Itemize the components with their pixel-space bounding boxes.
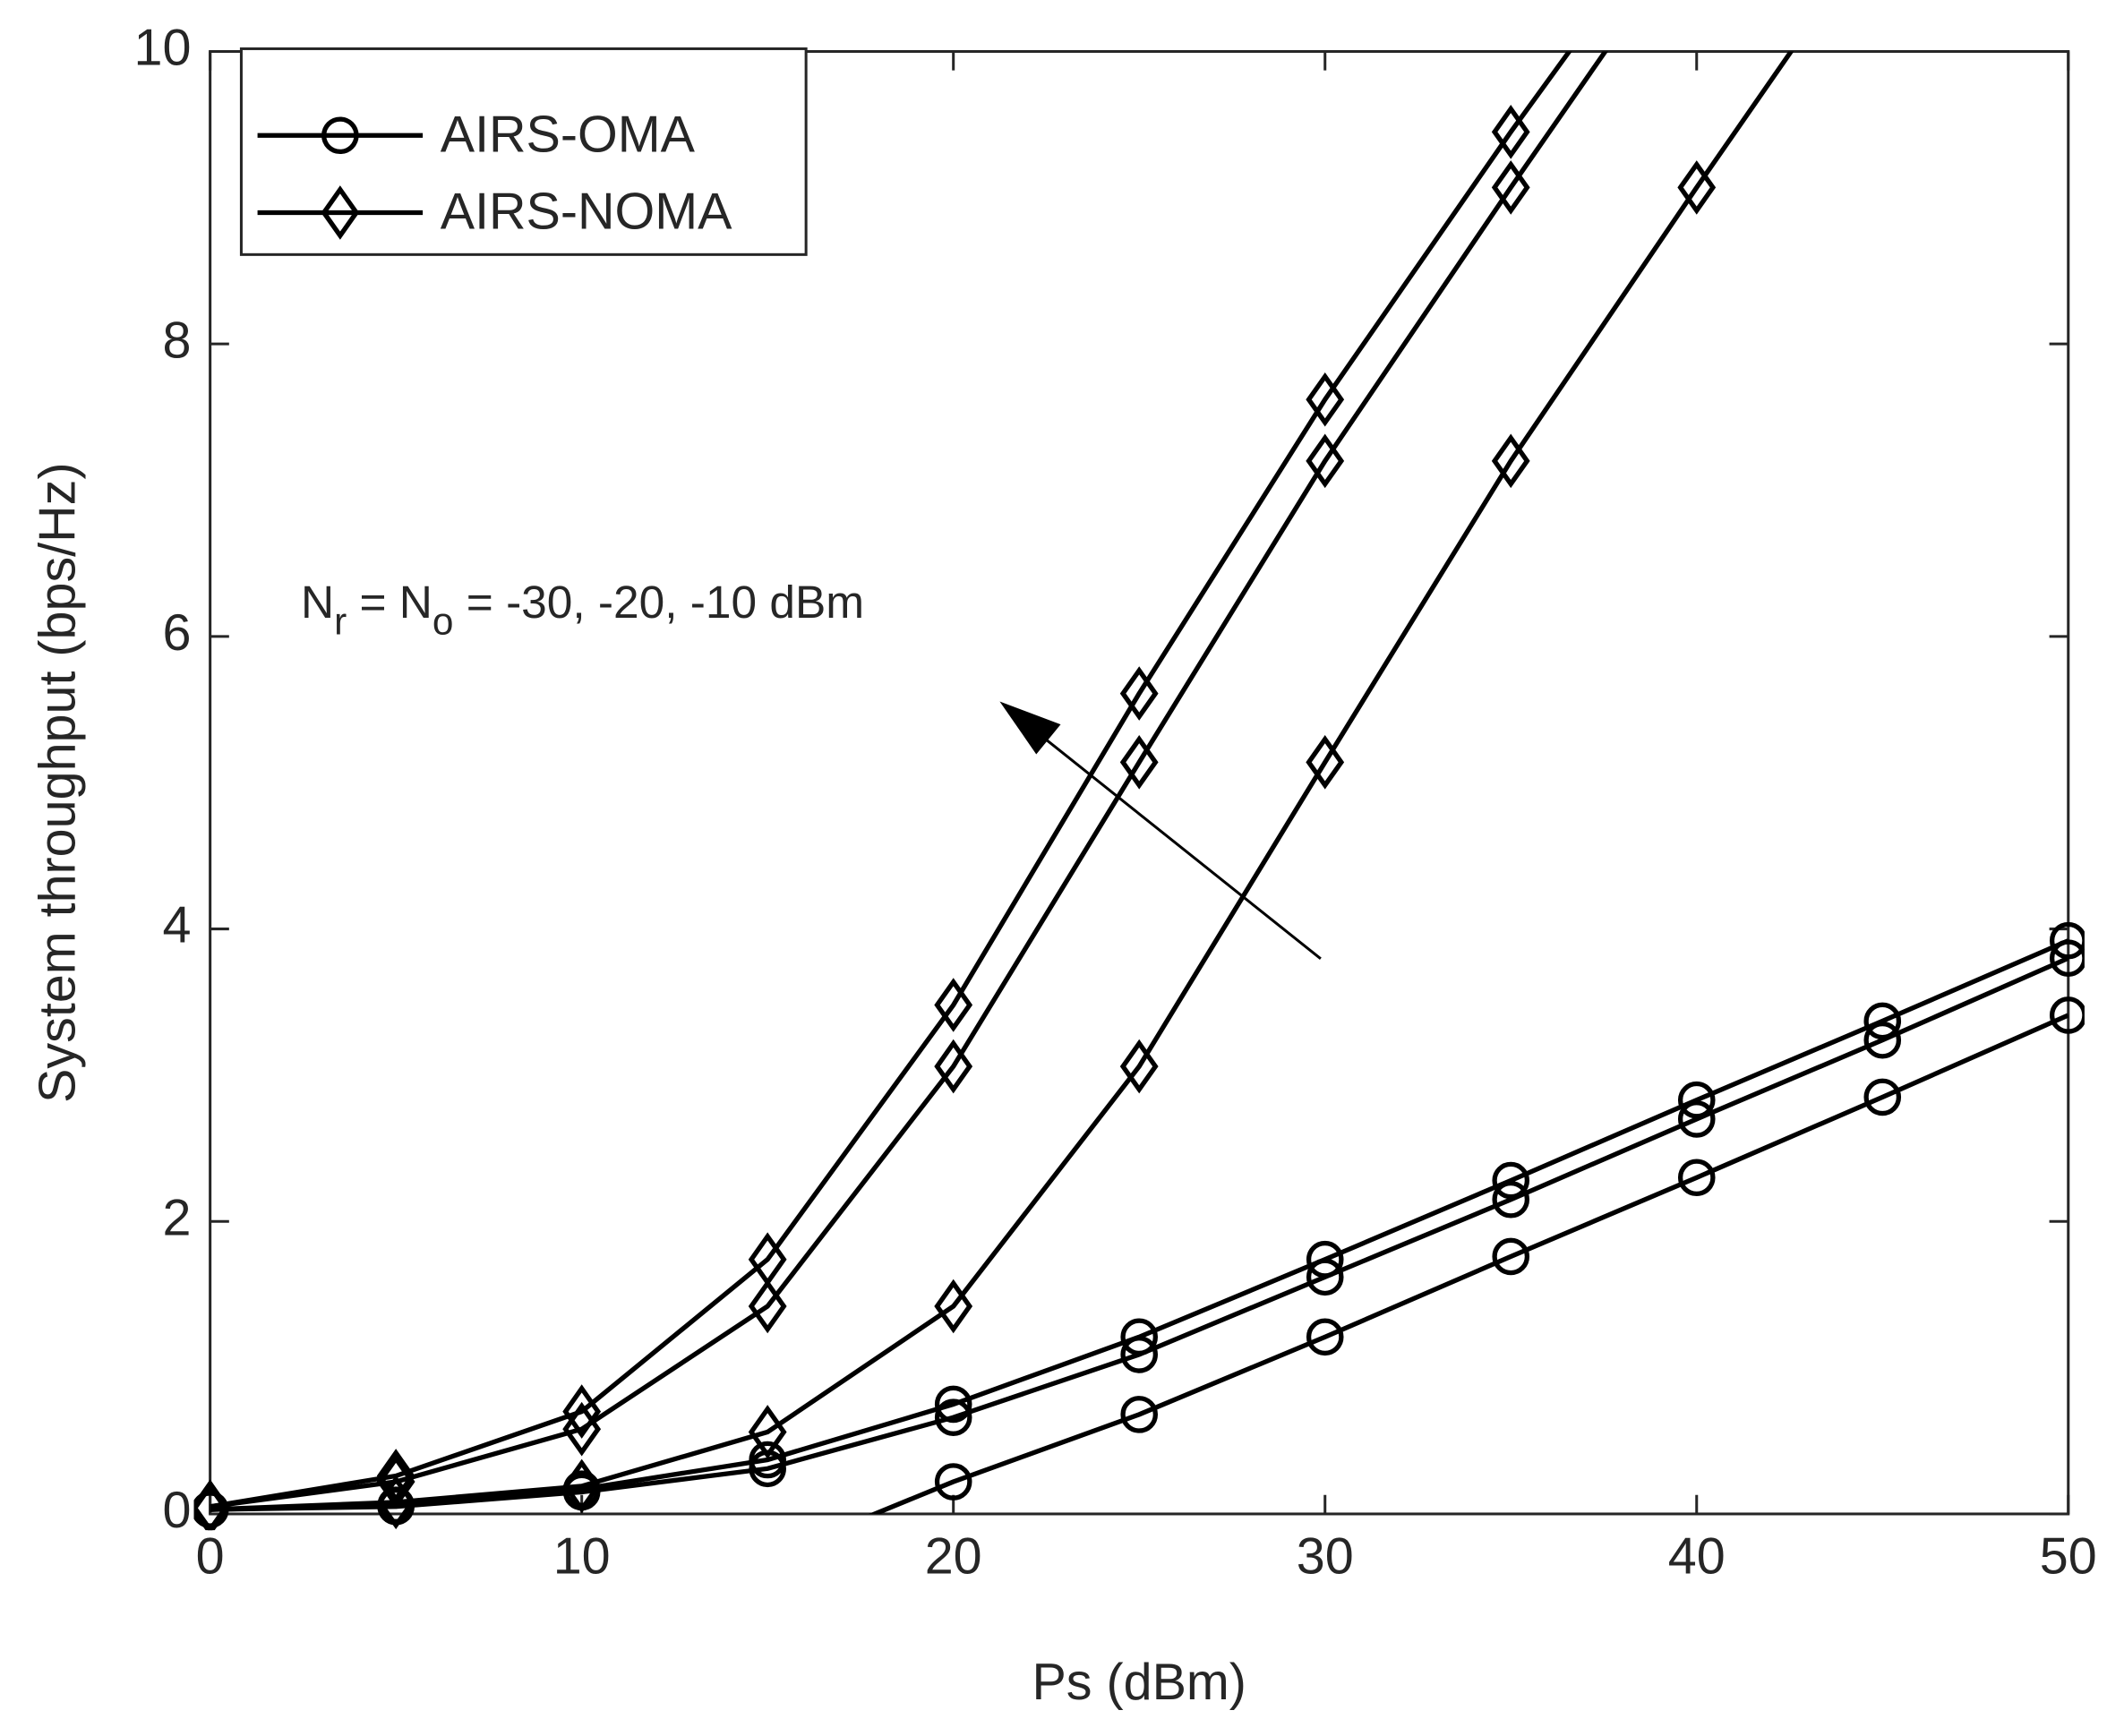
diamond-marker — [1491, 105, 1530, 159]
diamond-marker — [934, 1278, 973, 1334]
circle-marker — [1306, 1258, 1344, 1296]
annotation-text: N — [301, 576, 334, 628]
circle-marker — [2049, 996, 2085, 1034]
diamond-marker — [1491, 160, 1530, 215]
legend-label: AIRS-NOMA — [441, 184, 732, 241]
annotation-subscript: o — [433, 600, 454, 642]
y-tick-label: 10 — [134, 20, 192, 77]
diamond-marker — [193, 1482, 230, 1531]
circle-marker — [2049, 921, 2085, 960]
circle-marker — [1677, 1100, 1716, 1138]
y-tick-label: 6 — [163, 604, 192, 662]
circle-marker — [1677, 1081, 1716, 1119]
series-line — [868, 1013, 2068, 1514]
circle-marker — [1863, 1002, 1902, 1040]
y-tick-label: 4 — [163, 897, 192, 954]
diamond-marker — [1119, 666, 1159, 721]
x-tick-label: 40 — [1668, 1528, 1726, 1586]
y-tick-label: 8 — [163, 312, 192, 369]
circle-marker — [1306, 1318, 1344, 1356]
legend-marker — [321, 116, 359, 155]
diamond-marker — [1306, 433, 1345, 489]
series-line — [210, 51, 1572, 1509]
diamond-marker — [1491, 433, 1530, 489]
x-tick-label: 0 — [196, 1528, 225, 1586]
diamond-marker — [748, 1405, 787, 1459]
series-line — [210, 51, 1608, 1509]
diamond-marker — [1306, 735, 1345, 790]
annotation-subscript: r — [334, 600, 347, 642]
diamond-marker — [376, 1449, 415, 1503]
y-tick-label: 2 — [163, 1189, 192, 1246]
x-tick-label: 30 — [1297, 1528, 1354, 1586]
diamond-marker — [1119, 1039, 1159, 1094]
circle-marker — [1677, 1159, 1716, 1197]
diamond-marker — [376, 1454, 415, 1509]
circle-marker — [1306, 1240, 1344, 1278]
y-tick-label: 0 — [163, 1482, 192, 1539]
diamond-marker — [748, 1278, 787, 1334]
circle-marker — [2049, 939, 2085, 978]
circle-marker — [1492, 1161, 1530, 1200]
diamond-marker — [562, 1384, 602, 1439]
y-axis-label: System throughput (bps/Hz) — [29, 462, 86, 1102]
diamond-marker — [934, 1039, 973, 1094]
circle-marker — [934, 1463, 972, 1501]
legend-label: AIRS-OMA — [441, 106, 696, 163]
x-axis-label: Ps (dBm) — [1032, 1654, 1246, 1711]
circle-marker — [1863, 1021, 1902, 1059]
circle-marker — [1492, 1237, 1530, 1276]
annotation: Nr = No = -30, -20, -10 dBm — [301, 576, 864, 643]
diamond-marker — [562, 1401, 602, 1457]
circle-marker — [934, 1385, 972, 1424]
x-tick-label: 50 — [2040, 1528, 2097, 1586]
annotation-text: = N — [347, 576, 433, 628]
circle-marker — [1120, 1336, 1159, 1373]
arrow-line — [1017, 716, 1322, 961]
diamond-marker — [562, 1458, 602, 1514]
circle-marker — [1492, 1180, 1530, 1219]
diamond-marker — [1677, 160, 1717, 215]
series-line — [210, 51, 1794, 1512]
legend-marker — [321, 185, 360, 240]
circle-marker — [934, 1398, 972, 1436]
circle-marker — [1120, 1318, 1159, 1356]
annotation-text: = -30, -20, -10 dBm — [453, 576, 864, 628]
arrow-head — [999, 701, 1061, 755]
diamond-marker — [376, 1475, 415, 1530]
diamond-marker — [934, 978, 973, 1032]
diamond-marker — [1119, 735, 1159, 790]
x-tick-label: 20 — [925, 1528, 982, 1586]
diamond-marker — [1306, 372, 1345, 427]
x-tick-label: 10 — [553, 1528, 611, 1586]
circle-marker — [1120, 1396, 1159, 1433]
circle-marker — [1863, 1078, 1902, 1116]
